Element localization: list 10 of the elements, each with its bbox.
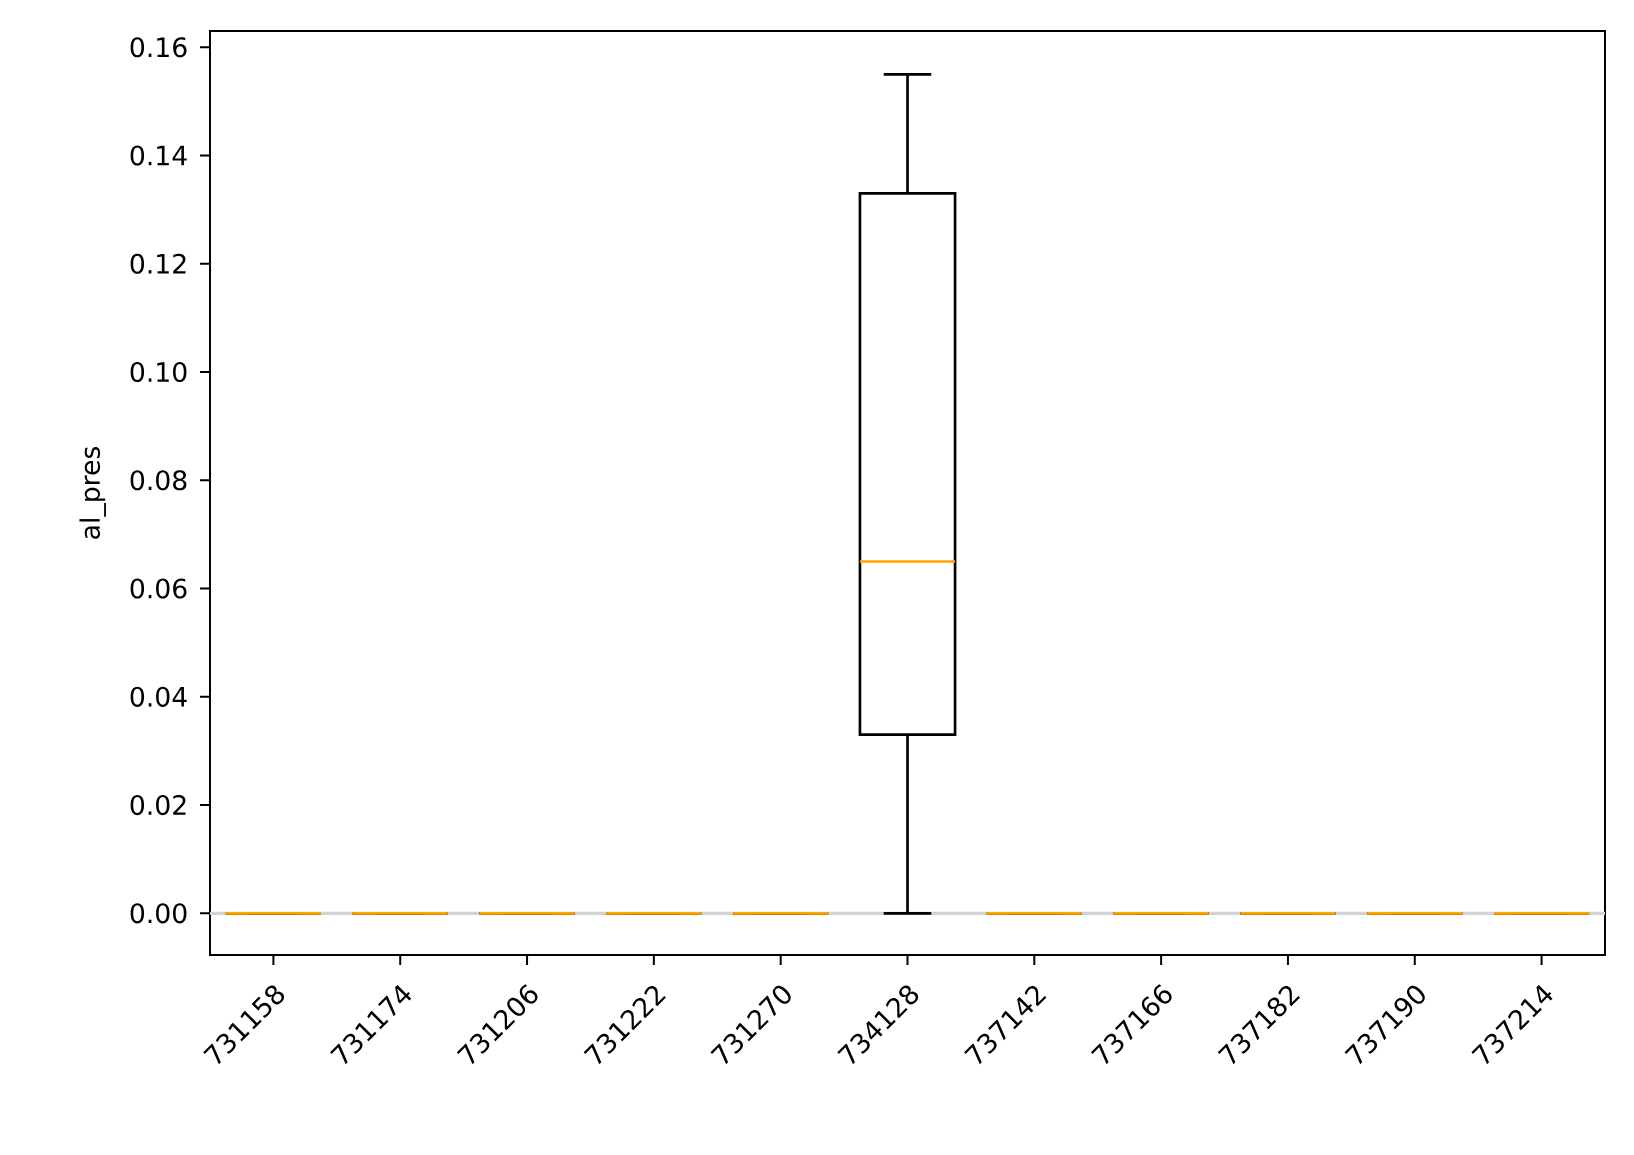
y-tick-label: 0.02 (130, 794, 186, 816)
y-tick-label: 0.06 (130, 578, 187, 599)
y-tick-label: 0.14 (130, 145, 187, 166)
y-tick-label: 0.04 (130, 686, 187, 707)
y-tick-label: 0.16 (130, 37, 187, 58)
y-tick-label: 0.12 (130, 253, 186, 274)
y-axis-title: al_pres (79, 446, 106, 539)
y-tick-label: 0.10 (130, 361, 187, 383)
y-tick-label: 0.08 (130, 470, 187, 491)
y-tick-label: 0.00 (130, 903, 187, 924)
